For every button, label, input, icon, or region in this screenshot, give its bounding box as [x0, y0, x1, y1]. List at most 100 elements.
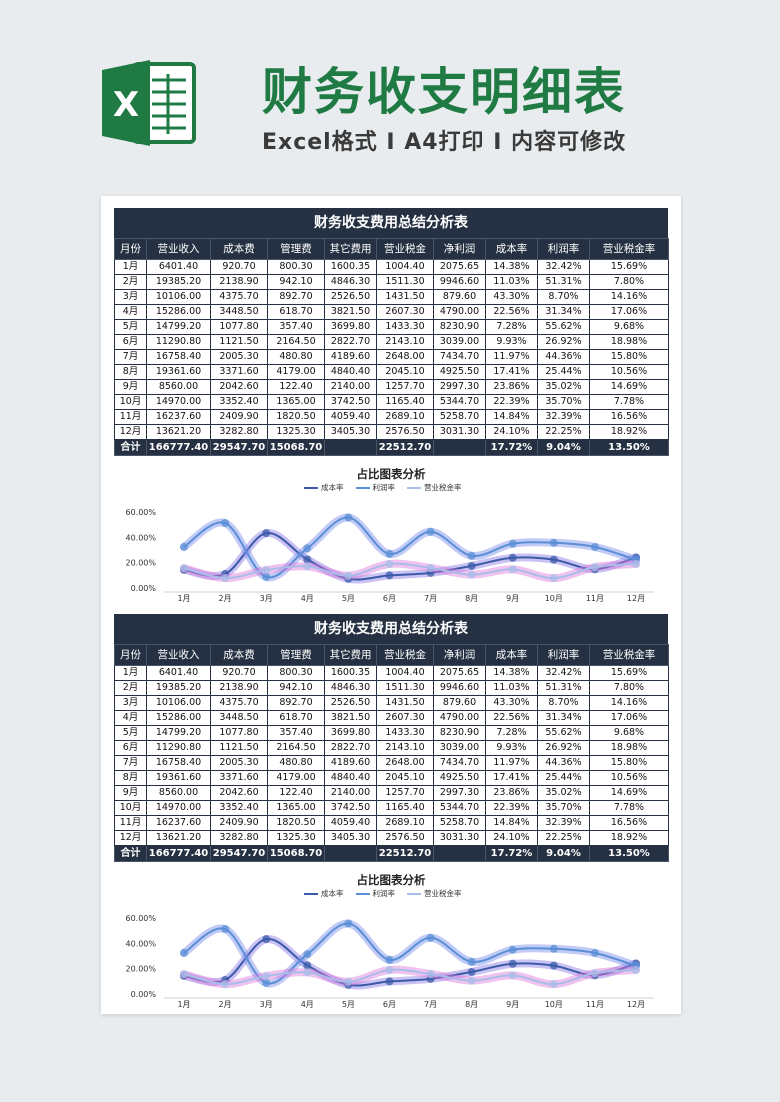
chart-legend: 成本率 利润率 营业税金率 — [304, 888, 462, 899]
table-cell: 8560.00 — [146, 785, 211, 801]
data-point — [549, 980, 558, 989]
table-cell: 2526.50 — [324, 289, 377, 305]
total-cell — [433, 439, 486, 456]
table-row: 11月 16237.60 2409.90 1820.50 4059.40 2689.10 5… — [114, 815, 669, 831]
x-tick-label: 2月 — [219, 594, 232, 603]
table-total-row: 合计 166777.40 29547.70 15068.70 22512.70 17.72… — [114, 845, 669, 862]
y-tick-label: 40.00% — [125, 939, 156, 948]
table-cell: 1077.80 — [210, 319, 268, 335]
table-cell: 2576.50 — [376, 424, 434, 440]
table-cell: 18.98% — [589, 740, 669, 756]
table-cell: 44.36% — [537, 349, 590, 365]
table-cell: 19385.20 — [146, 274, 211, 290]
table-row: 12月 13621.20 3282.80 1325.30 3405.30 2576.50 3… — [114, 830, 669, 846]
column-header: 营业税金 — [376, 644, 434, 666]
table-cell: 7434.70 — [433, 349, 486, 365]
table-cell: 11月 — [114, 409, 147, 425]
table-cell: 2409.90 — [210, 409, 268, 425]
table-cell: 14799.20 — [146, 725, 211, 741]
table-cell: 14.16% — [589, 695, 669, 711]
table-total-row: 合计 166777.40 29547.70 15068.70 22512.70 17.72… — [114, 439, 669, 456]
table-cell: 35.70% — [537, 394, 590, 410]
table-cell: 23.86% — [485, 379, 538, 395]
table-cell: 25.44% — [537, 770, 590, 786]
table-cell: 3699.80 — [324, 319, 377, 335]
table-cell: 4925.50 — [433, 364, 486, 380]
logo-letter: X — [113, 85, 139, 125]
table-cell: 10.56% — [589, 770, 669, 786]
table-row: 4月 15286.00 3448.50 618.70 3821.50 2607.30 479… — [114, 304, 669, 320]
x-tick-label: 1月 — [177, 1000, 190, 1009]
legend-label: 成本率 — [321, 483, 344, 492]
column-header: 营业税金率 — [589, 238, 669, 260]
table-cell: 4189.60 — [324, 349, 377, 365]
table-row: 3月 10106.00 4375.70 892.70 2526.50 1431.50 879… — [114, 289, 669, 305]
x-tick-label: 2月 — [219, 1000, 232, 1009]
x-tick-label: 10月 — [545, 594, 563, 603]
data-point — [180, 948, 188, 957]
table-cell: 11290.80 — [146, 334, 211, 350]
table-row: 9月 8560.00 2042.60 122.40 2140.00 1257.70 2997… — [114, 379, 669, 395]
x-tick-label: 10月 — [545, 1000, 563, 1009]
table-cell: 31.34% — [537, 304, 590, 320]
data-point — [508, 959, 517, 968]
table-cell: 26.92% — [537, 740, 590, 756]
column-header: 成本费 — [210, 644, 268, 666]
data-point — [262, 972, 271, 981]
data-point — [180, 970, 188, 979]
data-point — [590, 542, 599, 551]
table-cell: 4059.40 — [324, 815, 377, 831]
total-cell: 合计 — [114, 845, 147, 862]
table-cell: 1月 — [114, 665, 147, 681]
table-cell: 3821.50 — [324, 304, 377, 320]
total-cell: 29547.70 — [210, 845, 268, 862]
table-cell: 14.69% — [589, 785, 669, 801]
table-cell: 3月 — [114, 289, 147, 305]
table-cell: 18.92% — [589, 424, 669, 440]
table-cell: 2164.50 — [267, 740, 325, 756]
table-cell: 1433.30 — [376, 319, 434, 335]
data-point — [549, 574, 558, 583]
y-tick-label: 60.00% — [125, 508, 156, 517]
table-cell: 2576.50 — [376, 830, 434, 846]
table-cell: 10月 — [114, 800, 147, 816]
table-cell: 1511.30 — [376, 680, 434, 696]
data-point — [303, 544, 312, 553]
table-row: 8月 19361.60 3371.60 4179.00 4840.40 2045.10 49… — [114, 364, 669, 380]
column-header: 营业税金 — [376, 238, 434, 260]
table-cell: 1325.30 — [267, 424, 325, 440]
table-cell: 55.62% — [537, 725, 590, 741]
table-cell: 2689.10 — [376, 409, 434, 425]
table-cell: 18.98% — [589, 334, 669, 350]
table-row: 5月 14799.20 1077.80 357.40 3699.80 1433.30 823… — [114, 725, 669, 741]
table-cell: 5258.70 — [433, 409, 486, 425]
table-row: 11月 16237.60 2409.90 1820.50 4059.40 2689.10 5… — [114, 409, 669, 425]
table-cell: 3282.80 — [210, 424, 268, 440]
table-cell: 19385.20 — [146, 680, 211, 696]
column-header: 月份 — [114, 644, 147, 666]
table-cell: 15286.00 — [146, 304, 211, 320]
data-point — [426, 969, 435, 978]
table-cell: 32.39% — [537, 815, 590, 831]
table-row: 3月 10106.00 4375.70 892.70 2526.50 1431.50 879… — [114, 695, 669, 711]
data-point — [344, 571, 353, 580]
table-title: 财务收支费用总结分析表 — [114, 208, 668, 238]
table-cell: 1820.50 — [267, 409, 325, 425]
table-cell: 17.06% — [589, 710, 669, 726]
table-cell: 2648.00 — [376, 755, 434, 771]
table-cell: 1820.50 — [267, 815, 325, 831]
table-cell: 2526.50 — [324, 695, 377, 711]
table-cell: 618.70 — [267, 304, 325, 320]
data-point — [385, 571, 394, 580]
table-cell: 22.39% — [485, 394, 538, 410]
table-cell: 16237.60 — [146, 409, 211, 425]
table-cell: 22.56% — [485, 710, 538, 726]
table-cell: 3821.50 — [324, 710, 377, 726]
table-cell: 879.60 — [433, 289, 486, 305]
table-cell: 4846.30 — [324, 274, 377, 290]
table-cell: 3371.60 — [210, 770, 268, 786]
chart-title: 占比图表分析 — [356, 873, 426, 887]
table-cell: 1600.35 — [324, 665, 377, 681]
table-cell: 2822.70 — [324, 740, 377, 756]
table-cell: 1257.70 — [376, 379, 434, 395]
